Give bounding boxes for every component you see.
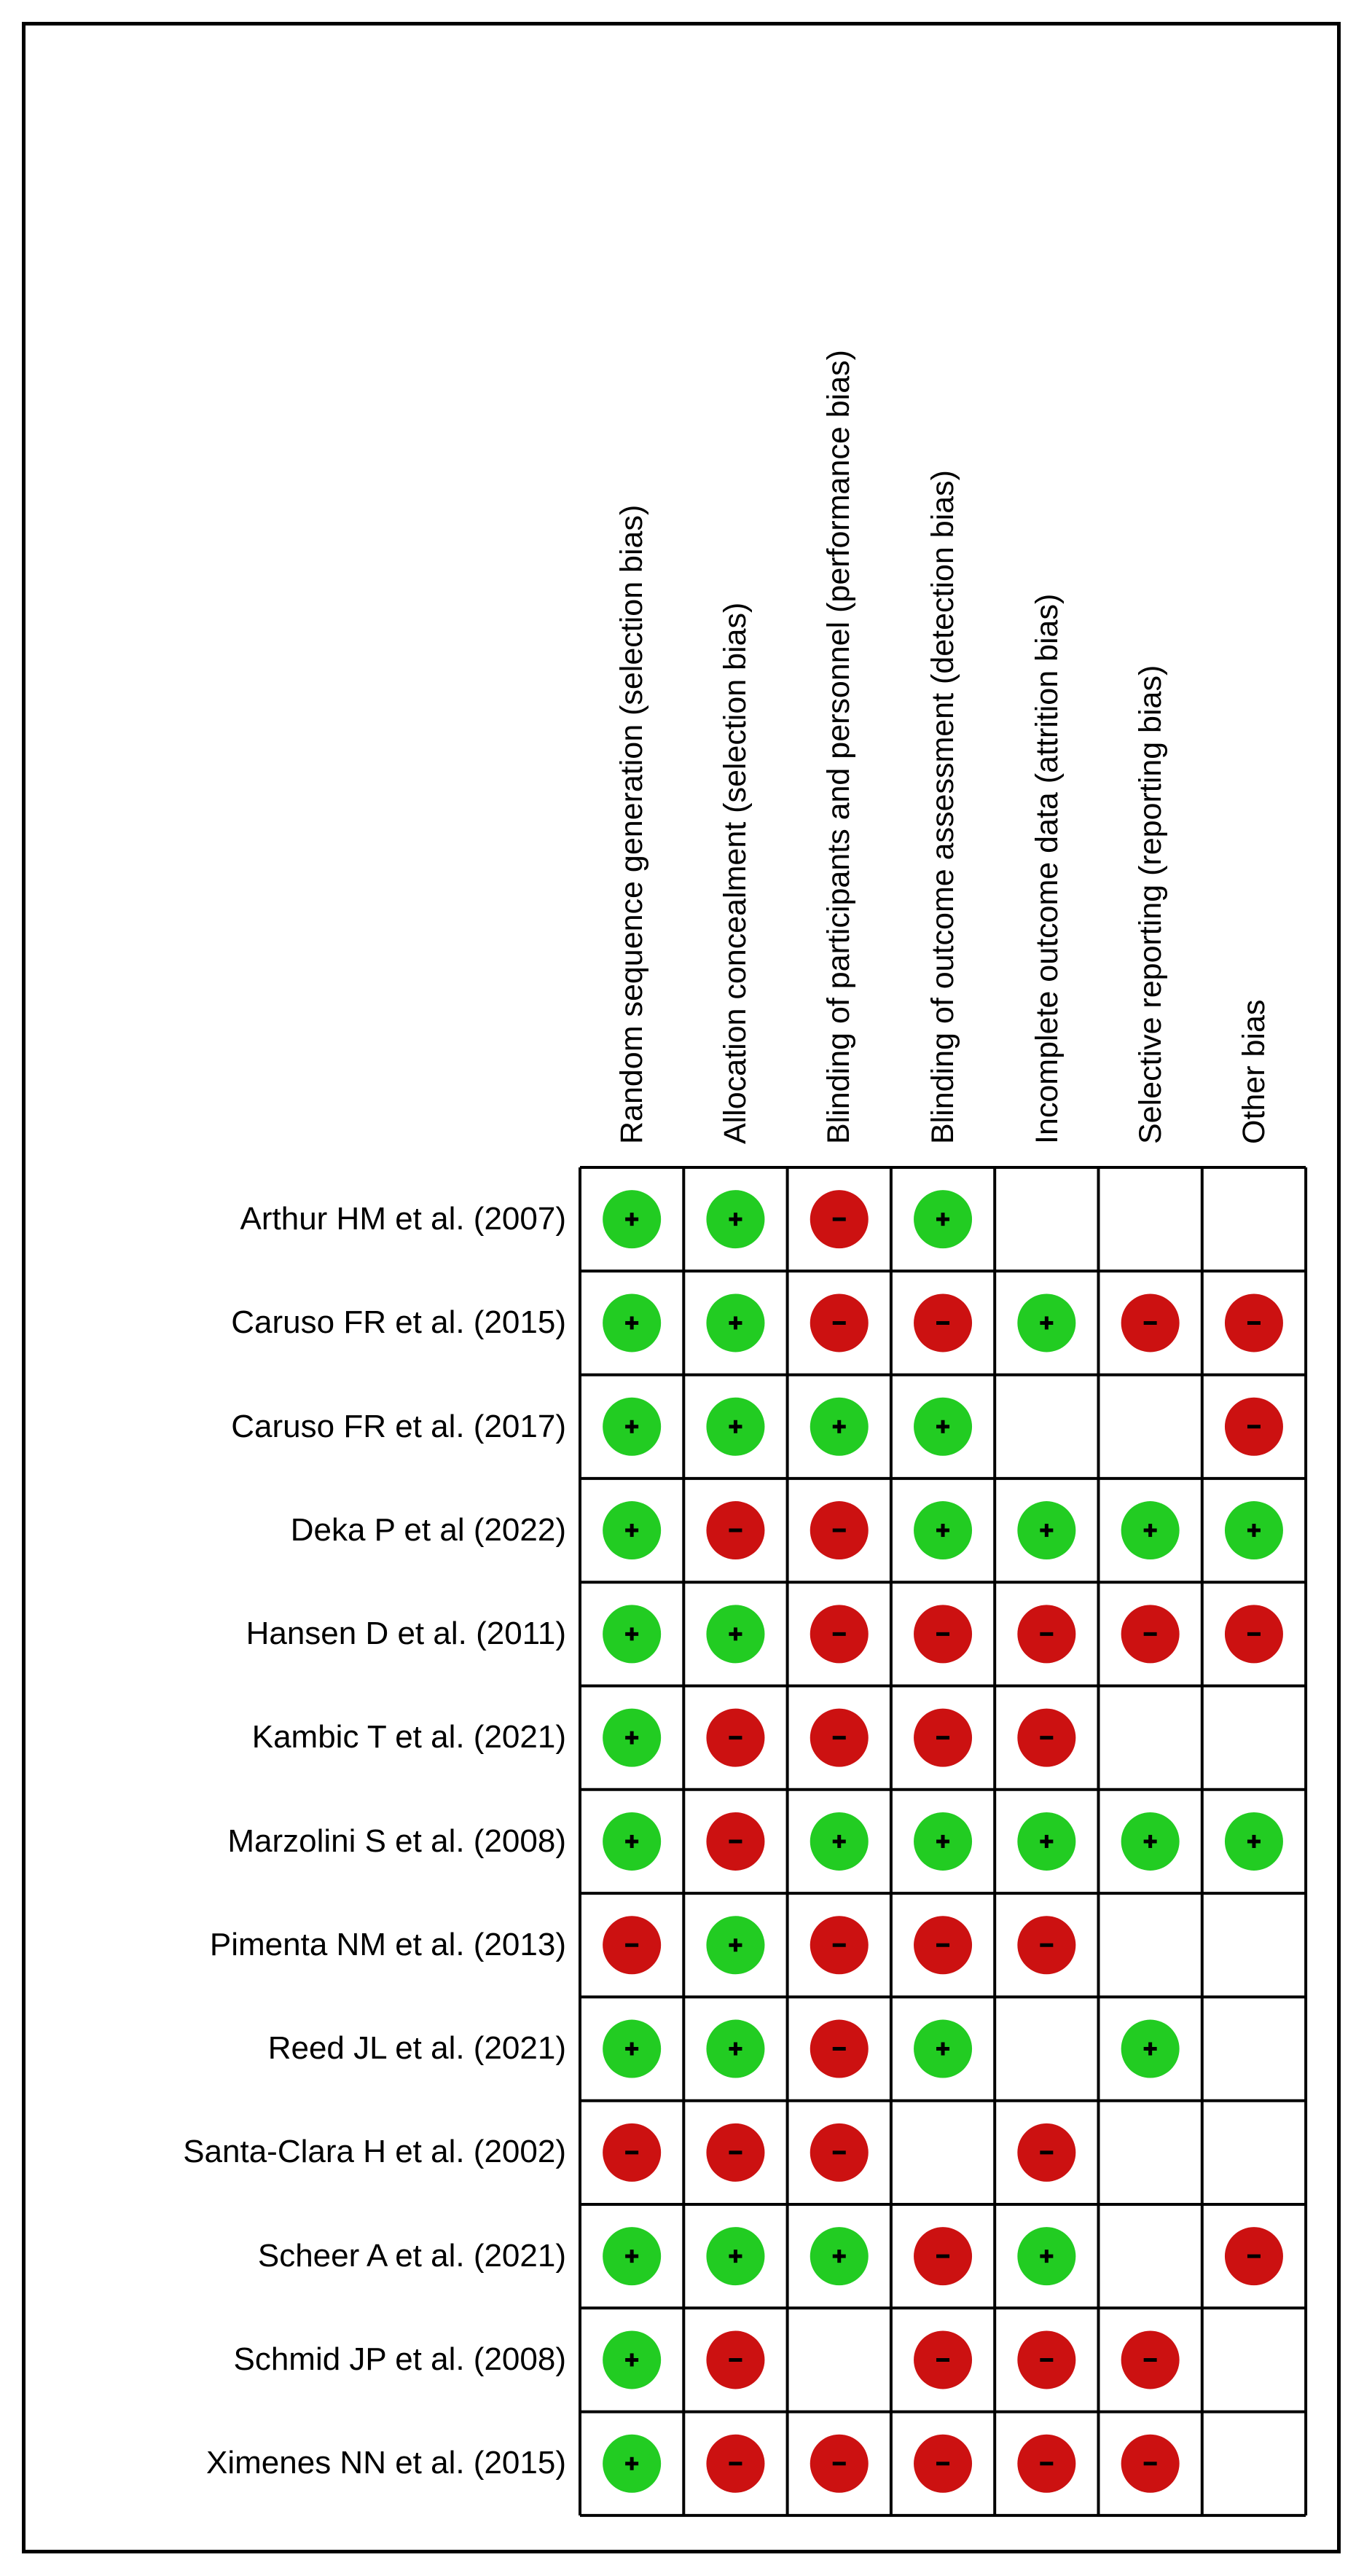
study-label: Ximenes NN et al. (2015) [206, 2445, 566, 2481]
figure-frame [22, 22, 1341, 2553]
study-label: Kambic T et al. (2021) [251, 1719, 566, 1755]
study-label: Caruso FR et al. (2015) [231, 1304, 566, 1340]
study-label: Schmid JP et al. (2008) [233, 2341, 566, 2377]
study-label: Marzolini S et al. (2008) [227, 1823, 566, 1859]
study-label: Reed JL et al. (2021) [267, 2030, 566, 2066]
study-label: Scheer A et al. (2021) [257, 2238, 566, 2274]
study-label: Deka P et al (2022) [290, 1512, 566, 1548]
study-label: Hansen D et al. (2011) [246, 1616, 566, 1651]
study-label: Arthur HM et al. (2007) [240, 1201, 567, 1237]
study-label: Caruso FR et al. (2017) [231, 1409, 566, 1444]
study-label: Pimenta NM et al. (2013) [209, 1927, 566, 1962]
study-label: Santa-Clara H et al. (2002) [183, 2134, 566, 2169]
